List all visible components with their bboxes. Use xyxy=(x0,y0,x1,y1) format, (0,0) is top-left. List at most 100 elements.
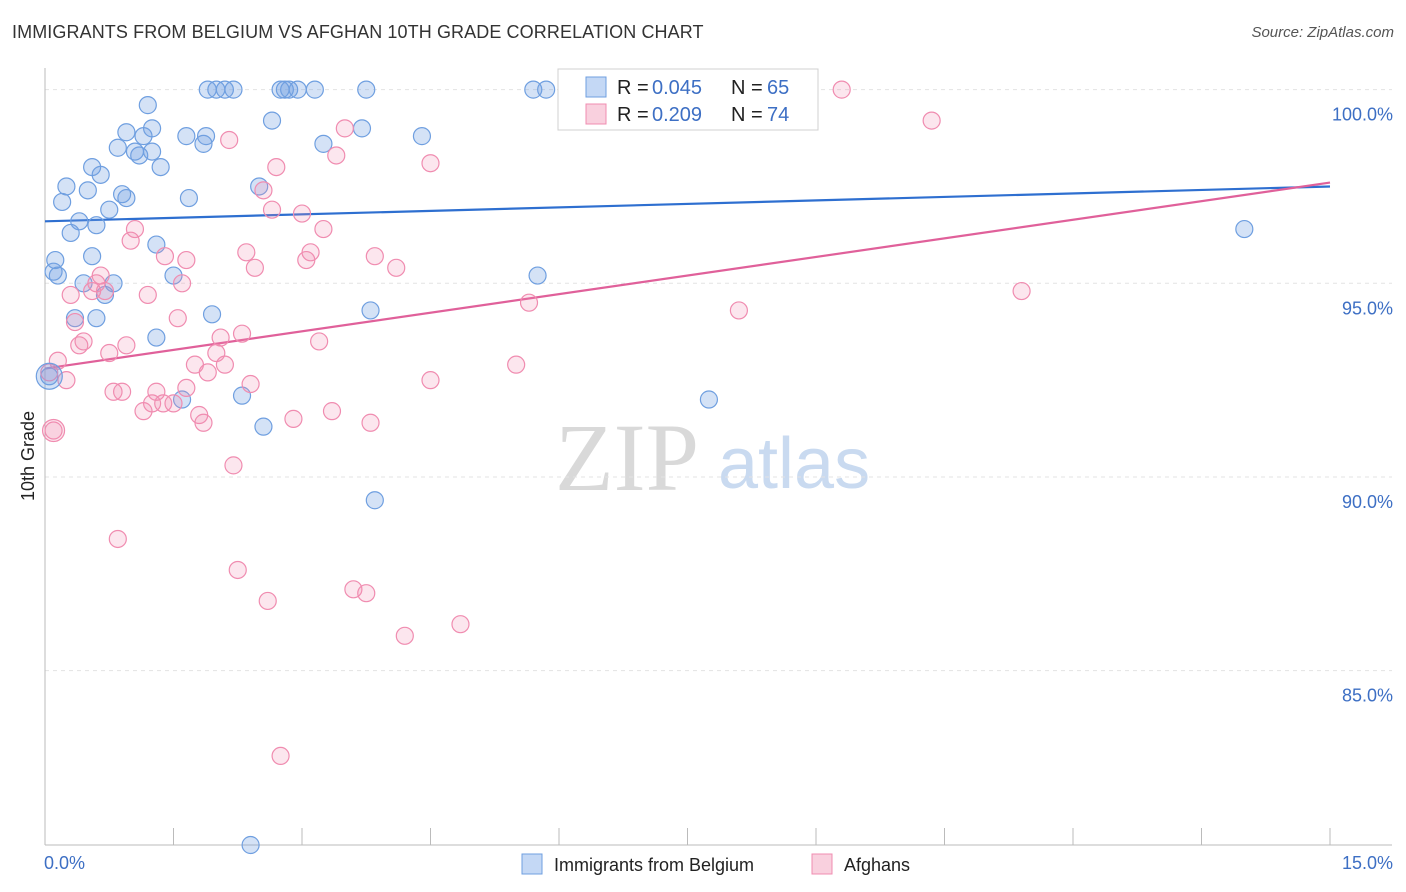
point-belgium xyxy=(65,309,85,328)
point-afghans xyxy=(154,394,173,413)
point-afghans xyxy=(365,247,384,266)
point-belgium xyxy=(40,367,59,386)
point-afghans xyxy=(387,258,406,277)
point-afghans xyxy=(245,258,264,277)
watermark-atlas: atlas xyxy=(718,424,870,504)
point-afghans xyxy=(198,363,217,382)
point-belgium xyxy=(53,192,72,212)
chart-title: IMMIGRANTS FROM BELGIUM VS AFGHAN 10TH G… xyxy=(12,22,704,42)
point-belgium xyxy=(196,127,216,146)
data-points xyxy=(35,80,1254,855)
point-afghans xyxy=(395,626,414,645)
point-afghans xyxy=(224,456,243,475)
stats-r-label-pink: R = xyxy=(617,104,649,126)
bottom-legend: Immigrants from Belgium Afghans xyxy=(521,853,910,875)
point-afghans xyxy=(121,231,140,250)
stats-r-value-pink: 0.209 xyxy=(652,104,702,126)
point-afghans xyxy=(258,591,277,611)
stats-r-value-blue: 0.045 xyxy=(652,77,702,99)
point-belgium xyxy=(1235,219,1254,239)
point-afghans xyxy=(232,324,252,343)
point-afghans xyxy=(267,157,286,177)
point-afghans xyxy=(112,382,132,401)
point-afghans xyxy=(262,200,282,219)
point-afghans xyxy=(335,119,354,138)
point-afghans xyxy=(41,418,66,443)
legend-swatch-belgium xyxy=(521,853,543,875)
point-belgium xyxy=(357,80,376,99)
point-afghans xyxy=(254,181,273,200)
point-afghans xyxy=(451,615,470,634)
point-belgium xyxy=(524,80,543,99)
point-belgium xyxy=(108,138,127,157)
point-afghans xyxy=(237,243,256,262)
point-belgium xyxy=(151,157,170,177)
point-afghans xyxy=(327,146,346,165)
point-belgium xyxy=(57,177,76,196)
point-afghans xyxy=(65,312,85,332)
point-afghans xyxy=(125,219,145,239)
point-afghans xyxy=(310,332,329,351)
legend-swatch-afghans xyxy=(811,853,833,875)
trend-line-afghans xyxy=(44,181,1331,370)
y-tick-label: 95.0% xyxy=(1342,298,1393,318)
stats-r-label-blue: R = xyxy=(617,77,649,99)
point-belgium xyxy=(142,142,162,161)
point-afghans xyxy=(194,413,213,432)
stats-swatch-pink xyxy=(585,103,607,125)
point-belgium xyxy=(179,188,199,208)
point-belgium xyxy=(78,181,97,200)
point-afghans xyxy=(61,285,80,305)
point-afghans xyxy=(271,746,290,766)
point-afghans xyxy=(108,529,127,549)
point-belgium xyxy=(142,119,162,138)
point-afghans xyxy=(729,301,749,320)
point-afghans xyxy=(357,584,376,603)
stats-n-value-pink: 74 xyxy=(767,104,789,126)
point-afghans xyxy=(117,336,136,355)
point-belgium xyxy=(262,111,282,130)
point-belgium xyxy=(147,328,166,347)
x-tick-label: 0.0% xyxy=(44,853,85,873)
point-belgium xyxy=(87,309,106,328)
stats-legend: R = 0.045 N = 65 R = 0.209 N = 74 xyxy=(557,68,819,131)
point-afghans xyxy=(164,394,183,413)
stats-n-value-blue: 65 xyxy=(767,77,789,99)
point-belgium xyxy=(117,188,136,208)
point-afghans xyxy=(172,274,192,293)
point-belgium xyxy=(224,80,243,99)
point-afghans xyxy=(138,285,157,305)
point-afghans xyxy=(168,309,187,328)
y-tick-label: 85.0% xyxy=(1342,686,1393,706)
point-belgium xyxy=(412,127,432,146)
point-afghans xyxy=(91,266,110,285)
stats-n-label-pink: N = xyxy=(731,104,763,126)
point-belgium xyxy=(314,134,333,153)
watermark-zip: ZIP xyxy=(555,404,699,511)
point-afghans xyxy=(177,378,196,397)
point-belgium xyxy=(83,247,102,266)
stats-n-label-blue: N = xyxy=(731,77,763,99)
point-belgium xyxy=(361,301,380,320)
point-afghans xyxy=(507,355,526,374)
point-belgium xyxy=(70,212,89,231)
point-belgium xyxy=(48,266,67,285)
trend-line-belgium xyxy=(44,185,1331,223)
point-belgium xyxy=(202,305,222,324)
point-belgium xyxy=(254,417,273,436)
point-afghans xyxy=(284,409,303,428)
point-belgium xyxy=(275,80,294,99)
point-belgium xyxy=(352,119,372,138)
point-belgium xyxy=(87,216,106,235)
point-belgium xyxy=(117,123,136,142)
point-afghans xyxy=(147,382,166,401)
legend-label-belgium: Immigrants from Belgium xyxy=(554,855,754,875)
point-belgium xyxy=(35,362,63,390)
legend-label-afghans: Afghans xyxy=(844,855,910,875)
point-afghans xyxy=(100,343,119,363)
point-belgium xyxy=(365,491,384,510)
point-belgium xyxy=(537,80,556,99)
point-belgium xyxy=(271,80,290,99)
point-afghans xyxy=(301,243,320,262)
